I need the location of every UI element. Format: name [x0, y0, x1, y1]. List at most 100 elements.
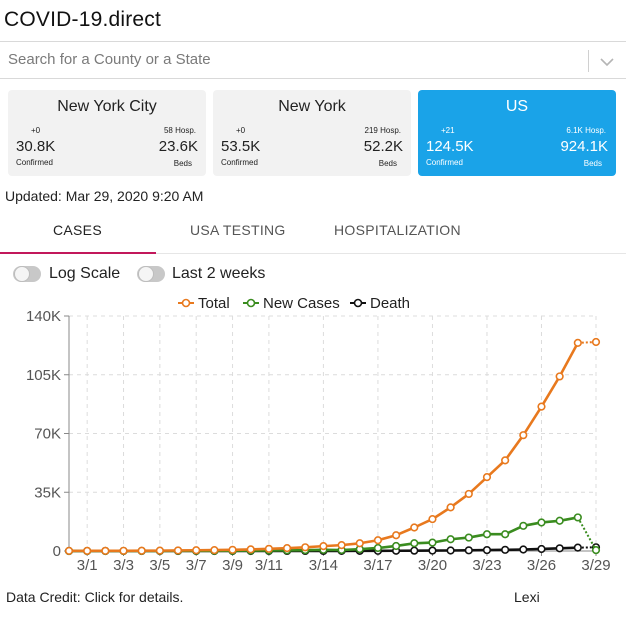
x-tick-label: 3/7 — [186, 557, 207, 574]
x-tick-label: 3/29 — [581, 557, 610, 574]
data-point — [410, 523, 419, 532]
active-tab-indicator — [0, 252, 156, 254]
data-point — [119, 546, 128, 555]
data-point — [64, 546, 74, 555]
data-point — [555, 516, 564, 525]
data-point — [173, 546, 183, 555]
search-box[interactable] — [0, 41, 626, 79]
data-point — [519, 545, 528, 554]
data-point — [410, 546, 419, 555]
data-point — [573, 543, 582, 552]
x-tick-label: 3/20 — [418, 557, 447, 574]
data-point — [83, 546, 92, 555]
card-hospitalized: 58 Hosp. — [163, 126, 196, 135]
data-point — [464, 546, 473, 555]
data-point — [591, 337, 601, 347]
y-tick-label: 105K — [26, 367, 61, 384]
data-point — [101, 546, 110, 555]
tab-usa-testing[interactable]: USA TESTING — [190, 222, 286, 238]
series-line-projection — [577, 341, 597, 344]
app-title: COVID-19.direct — [4, 8, 162, 31]
data-point — [555, 372, 564, 381]
data-point — [319, 542, 328, 551]
legend-label: New Cases — [263, 295, 340, 312]
data-point — [591, 546, 601, 555]
data-point — [337, 541, 346, 550]
data-point — [155, 546, 164, 555]
data-credit-link[interactable]: Data Credit: Click for details. — [6, 589, 184, 605]
legend-label: Total — [198, 295, 230, 312]
tab-hospitalization[interactable]: HOSPITALIZATION — [334, 222, 461, 238]
log-scale-toggle[interactable] — [13, 266, 41, 282]
data-point — [501, 545, 510, 554]
data-point — [355, 539, 364, 548]
data-point — [446, 535, 455, 544]
x-tick-label: 3/14 — [309, 557, 338, 574]
card-confirmed-label: Confirmed — [221, 158, 258, 167]
x-tick-label: 3/9 — [222, 557, 243, 574]
data-point — [373, 536, 383, 545]
region-card-us[interactable]: US +21 6.1K Hosp. 124.5K Confirmed 924.1… — [418, 90, 616, 176]
card-beds-value: 52.2K — [363, 138, 403, 155]
data-point — [464, 489, 473, 499]
data-point — [464, 533, 473, 542]
legend-label: Death — [370, 295, 410, 312]
card-beds-label: Beds — [583, 159, 602, 168]
legend-swatch-marker — [181, 298, 191, 308]
card-title: New York — [278, 98, 346, 115]
legend-swatch-marker — [353, 298, 363, 308]
data-point — [573, 338, 582, 347]
data-point — [282, 544, 292, 553]
tab-cases[interactable]: CASES — [53, 222, 102, 238]
legend-swatch-marker — [246, 298, 256, 308]
data-point — [137, 546, 146, 555]
data-point — [392, 531, 401, 540]
data-point — [410, 539, 419, 548]
card-beds-value: 924.1K — [560, 138, 608, 155]
data-point — [392, 541, 401, 551]
y-tick-label: 140K — [26, 308, 61, 325]
card-title: US — [505, 98, 529, 115]
x-tick-label: 3/3 — [113, 557, 134, 574]
card-delta: +0 — [31, 126, 41, 135]
card-beds-label: Beds — [173, 159, 192, 168]
data-point — [537, 402, 546, 411]
data-point — [210, 545, 219, 555]
data-point — [482, 545, 492, 555]
data-point — [573, 513, 582, 522]
data-point — [537, 544, 546, 554]
x-tick-label: 3/1 — [77, 557, 98, 574]
x-tick-label: 3/11 — [255, 557, 283, 574]
card-beds-value: 23.6K — [158, 138, 198, 155]
card-delta: +21 — [441, 126, 455, 135]
chevron-down-icon[interactable] — [598, 53, 616, 71]
search-separator — [588, 50, 589, 72]
y-tick-label: 35K — [34, 484, 61, 501]
card-confirmed-label: Confirmed — [16, 158, 53, 167]
data-point — [482, 473, 492, 482]
tab-bar-divider — [0, 253, 626, 254]
card-title: New York City — [57, 98, 157, 115]
card-confirmed-value: 53.5K — [221, 138, 261, 155]
y-tick-label: 70K — [34, 426, 61, 443]
updated-timestamp: Updated: Mar 29, 2020 9:20 AM — [5, 188, 204, 204]
card-confirmed-value: 124.5K — [426, 138, 474, 155]
data-point — [482, 530, 492, 539]
data-point — [519, 431, 528, 440]
data-point — [264, 544, 273, 553]
data-point — [428, 538, 437, 547]
toggle-knob — [14, 266, 30, 282]
search-input[interactable] — [8, 51, 568, 68]
cases-line-chart: Total New Cases Death 0 35K 70K 105K 140K 3/1 3/3… — [26, 295, 611, 574]
x-tick-label: 3/23 — [472, 557, 501, 574]
data-point — [519, 521, 528, 530]
toggle-knob — [138, 266, 154, 282]
data-point — [501, 456, 510, 465]
last-2-weeks-label: Last 2 weeks — [172, 265, 266, 282]
region-card-new-york[interactable]: New York +0 219 Hosp. 53.5K Confirmed 52… — [213, 90, 411, 176]
data-point — [537, 518, 546, 527]
last-2-weeks-toggle[interactable] — [137, 266, 165, 282]
region-card-new-york-city[interactable]: New York City +0 58 Hosp. 30.8K Confirme… — [8, 90, 206, 176]
card-hospitalized: 219 Hosp. — [364, 126, 401, 135]
log-scale-label: Log Scale — [49, 265, 121, 282]
